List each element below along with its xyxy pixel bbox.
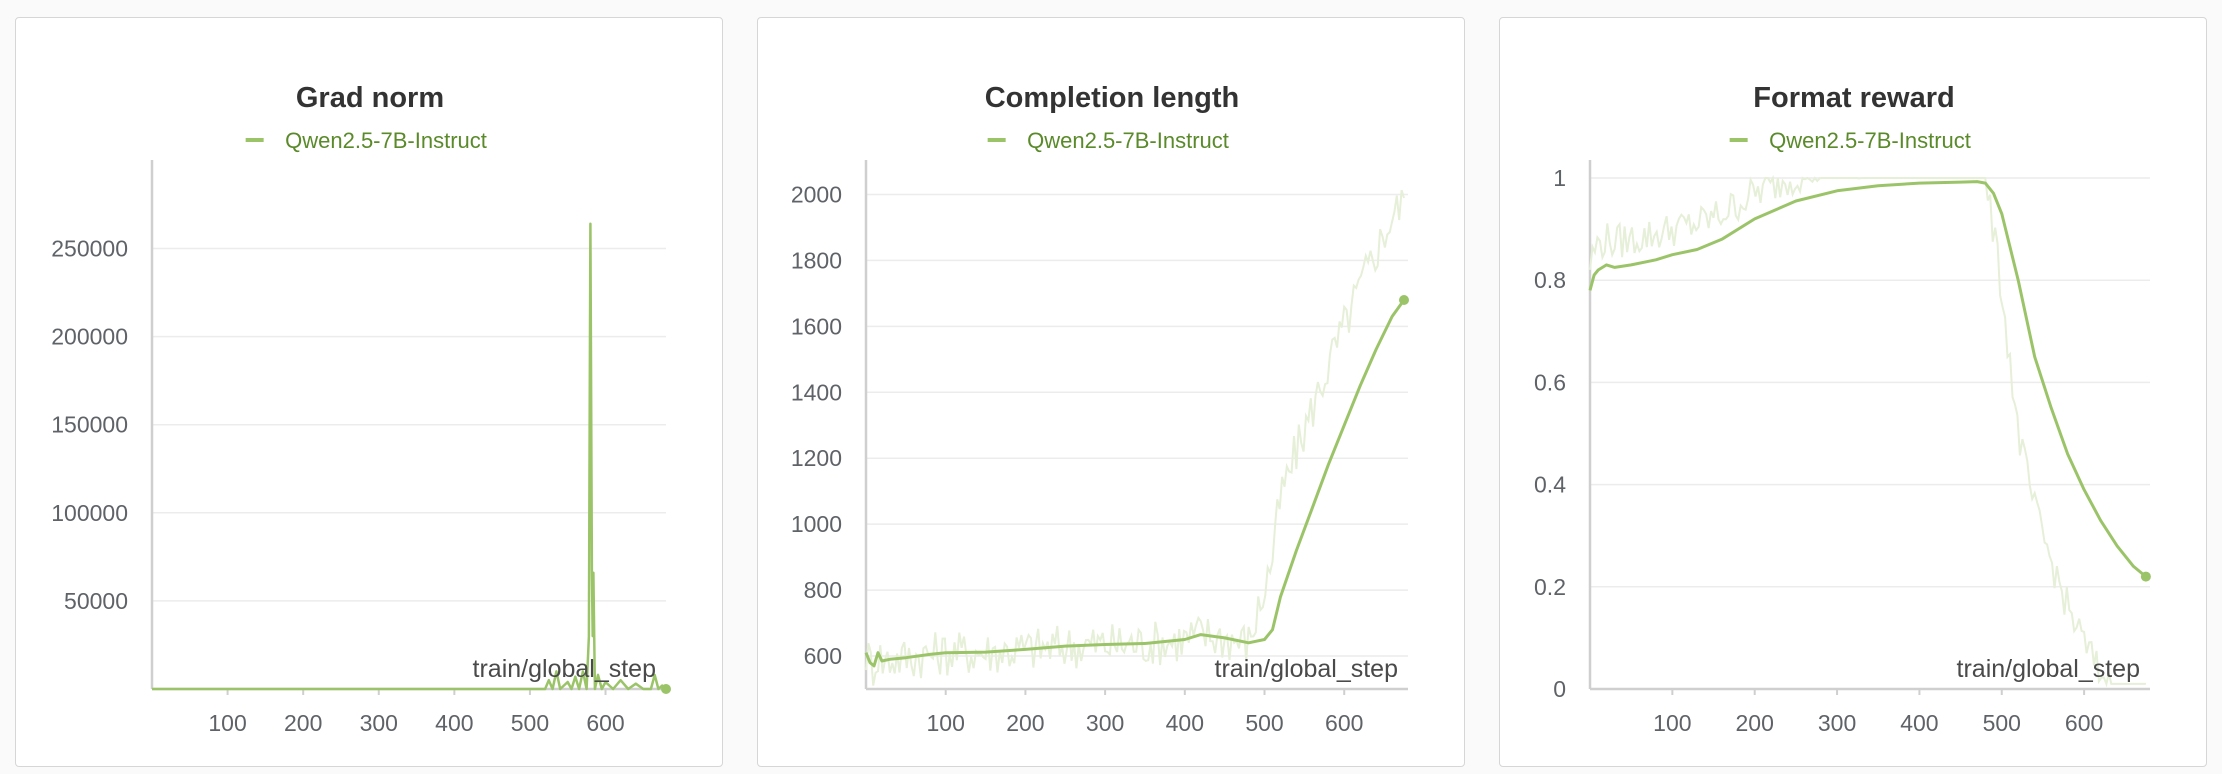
y-tick-label: 0.6 (1534, 369, 1566, 395)
y-tick-label: 1 (1553, 165, 1566, 191)
legend-label: Qwen2.5-7B-Instruct (1027, 128, 1229, 153)
series-end-point (661, 684, 671, 694)
x-tick-label: 100 (208, 710, 246, 736)
y-tick-label: 1400 (791, 379, 842, 405)
y-tick-label: 250000 (51, 235, 128, 261)
legend: Qwen2.5-7B-Instruct (245, 128, 487, 153)
x-axis-label: train/global_step (1957, 655, 2140, 683)
y-tick-label: 1200 (791, 445, 842, 471)
legend: Qwen2.5-7B-Instruct (1729, 128, 1971, 153)
x-tick-label: 100 (927, 710, 965, 736)
chart-svg: Grad norm Qwen2.5-7B-Instruct 50000 100000 1… (51, 82, 671, 736)
y-tick-label: 100000 (51, 500, 128, 526)
chart-title: Grad norm (296, 82, 444, 114)
chart-svg: Completion length Qwen2.5-7B-Instruct 600 8… (791, 82, 1410, 736)
x-tick-label: 300 (1086, 710, 1124, 736)
y-tick-label: 50000 (64, 588, 128, 614)
x-tick-label: 500 (1245, 710, 1283, 736)
legend-label: Qwen2.5-7B-Instruct (1769, 128, 1971, 153)
x-tick-label: 500 (1983, 710, 2021, 736)
series-end-point (2140, 571, 2151, 582)
y-tick-label: 1600 (791, 313, 842, 339)
y-tick-label: 1000 (791, 511, 842, 537)
chart-panel-format-reward: Format reward Qwen2.5-7B-Instruct 0 0.2 0.4 0… (1499, 17, 2207, 767)
y-tick-label: 1800 (791, 247, 842, 273)
series-line (864, 299, 1406, 668)
x-tick-label: 600 (586, 710, 624, 736)
series-end-point (1399, 294, 1410, 305)
y-tick-label: 200000 (51, 324, 128, 350)
x-axis-label: train/global_step (473, 655, 656, 683)
y-tick-label: 150000 (51, 412, 128, 438)
raw-series-line (1589, 174, 2146, 688)
x-tick-label: 500 (511, 710, 549, 736)
y-tick-label: 0 (1553, 676, 1566, 702)
y-tick-label: 0.2 (1534, 574, 1566, 600)
y-tick-label: 0.4 (1534, 472, 1566, 498)
series-line (152, 222, 667, 691)
x-tick-label: 400 (1166, 710, 1204, 736)
legend: Qwen2.5-7B-Instruct (987, 128, 1229, 153)
x-tick-label: 600 (2065, 710, 2103, 736)
y-tick-label: 2000 (791, 181, 842, 207)
x-tick-label: 300 (360, 710, 398, 736)
chart-svg: Format reward Qwen2.5-7B-Instruct 0 0.2 0.4 0… (1534, 82, 2151, 736)
x-tick-label: 600 (1325, 710, 1363, 736)
x-tick-label: 100 (1653, 710, 1691, 736)
legend-label: Qwen2.5-7B-Instruct (285, 128, 487, 153)
x-tick-label: 400 (1900, 710, 1938, 736)
x-tick-label: 200 (1006, 710, 1044, 736)
chart-panel-grad-norm: Grad norm Qwen2.5-7B-Instruct 50000 100000 1… (15, 17, 723, 767)
y-tick-label: 600 (804, 643, 842, 669)
x-axis-label: train/global_step (1215, 655, 1398, 683)
x-tick-label: 300 (1818, 710, 1856, 736)
chart-title: Format reward (1753, 82, 1954, 114)
y-tick-label: 800 (804, 577, 842, 603)
x-tick-label: 200 (1736, 710, 1774, 736)
chart-panel-completion-length: Completion length Qwen2.5-7B-Instruct 600 8… (757, 17, 1465, 767)
chart-title: Completion length (985, 82, 1240, 114)
x-tick-label: 400 (435, 710, 473, 736)
series-line (1588, 180, 2147, 578)
raw-series-line (865, 189, 1405, 686)
y-tick-label: 0.8 (1534, 267, 1566, 293)
x-tick-label: 200 (284, 710, 322, 736)
